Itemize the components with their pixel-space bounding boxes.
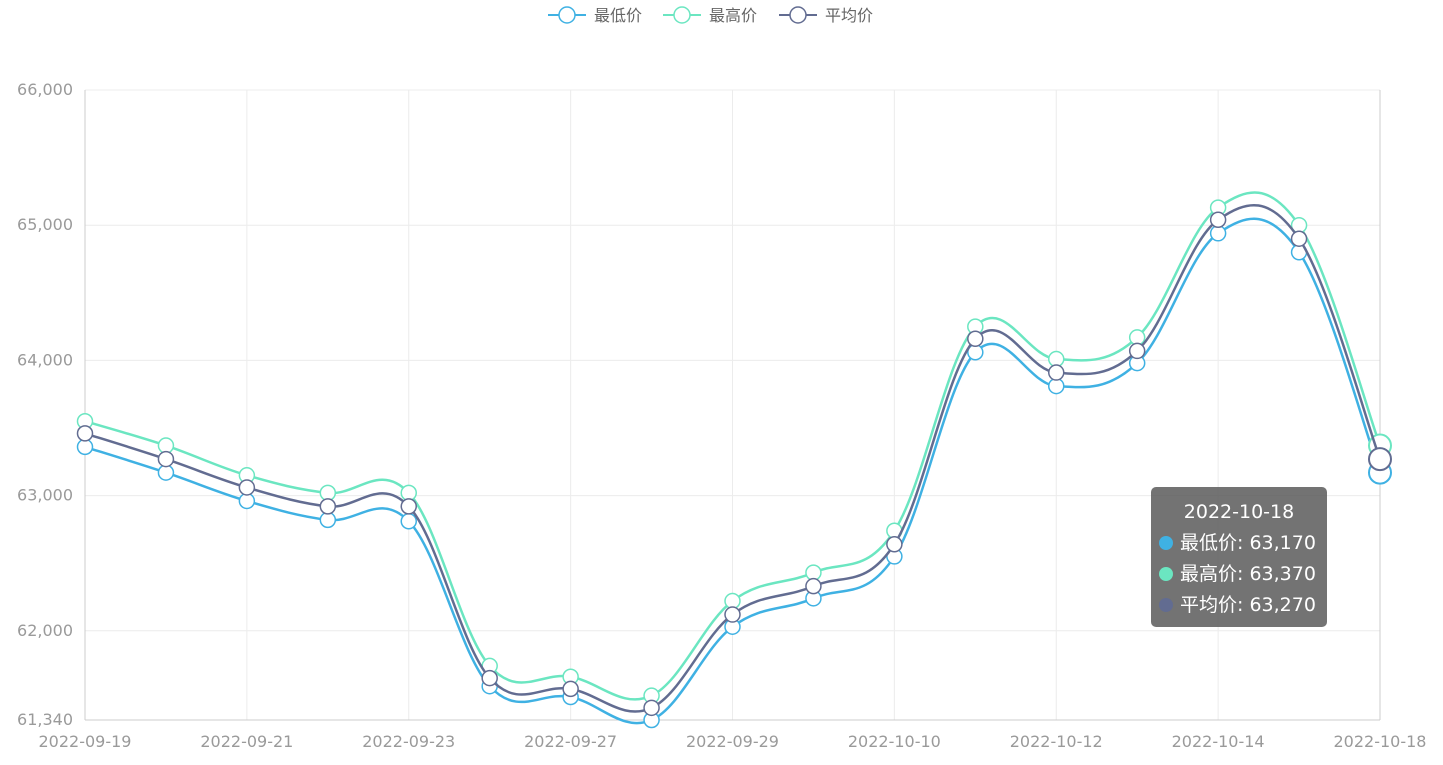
x-tick-label: 2022-09-29 (686, 732, 779, 751)
tooltip-dot-high (1159, 567, 1173, 581)
data-point-avg (805, 577, 822, 595)
y-tick-label: 66,000 (17, 80, 73, 99)
data-point-low (319, 511, 337, 529)
data-point-low (238, 492, 256, 510)
y-tick-label: 61,340 (17, 710, 73, 729)
legend-item-avg[interactable]: 平均价 (779, 6, 873, 25)
y-tick-label: 65,000 (17, 215, 73, 234)
data-point-avg (238, 479, 256, 496)
y-tick-label: 63,000 (17, 486, 73, 505)
x-tick-label: 2022-09-21 (200, 732, 293, 751)
data-point-avg (1290, 230, 1308, 247)
data-point-avg (481, 669, 498, 687)
tooltip-dot-low (1159, 536, 1173, 550)
series-lines (76, 191, 1392, 729)
legend[interactable]: 最低价 最高价 平均价 (548, 6, 873, 25)
data-point-high (1128, 329, 1146, 346)
legend-marker-low (558, 6, 576, 24)
data-point-avg (76, 425, 94, 442)
y-tick-label: 62,000 (17, 621, 73, 640)
chart-tooltip: 2022-10-18 最低价: 63,170 最高价: 63,370 平均价: … (1151, 487, 1327, 627)
y-tick-label: 64,000 (17, 350, 73, 369)
data-point-avg (967, 330, 984, 348)
x-tick-label: 2022-09-23 (362, 732, 455, 751)
x-tick-label: 2022-10-10 (848, 732, 941, 751)
data-point-high (724, 592, 741, 610)
data-point-high (319, 484, 337, 502)
data-point-avg (1128, 342, 1146, 360)
axes: 61,340 62,000 63,000 64,000 65,000 66,000 2022… (17, 80, 1426, 751)
data-point-avg (1048, 364, 1065, 381)
x-tick-label: 2022-09-27 (524, 732, 617, 751)
legend-marker-high (673, 6, 691, 24)
data-point-low (1209, 225, 1227, 242)
tooltip-title: 2022-10-18 (1183, 501, 1295, 523)
data-point-avg (1368, 447, 1392, 472)
data-point-avg (643, 699, 660, 717)
tooltip-row-avg: 平均价: 63,270 (1159, 590, 1319, 621)
data-point-low (400, 513, 417, 530)
legend-marker-avg (789, 6, 807, 24)
data-point-avg (724, 606, 741, 623)
data-point-high (1048, 350, 1065, 368)
tooltip-row-high: 最高价: 63,370 (1159, 559, 1319, 590)
data-point-high (805, 564, 822, 581)
data-point-avg (400, 498, 417, 515)
legend-label-avg: 平均价 (825, 6, 873, 25)
data-point-high (400, 484, 417, 502)
x-tick-label: 2022-09-19 (39, 732, 132, 751)
tooltip-label-low: 最低价: 63,170 (1180, 532, 1316, 554)
legend-item-high[interactable]: 最高价 (663, 6, 757, 25)
data-point-avg (562, 680, 579, 698)
data-point-avg (886, 535, 903, 553)
legend-item-low[interactable]: 最低价 (548, 6, 642, 25)
tooltip-label-high: 最高价: 63,370 (1180, 563, 1316, 585)
tooltip-dot-avg (1159, 598, 1173, 612)
legend-label-high: 最高价 (709, 6, 757, 25)
data-point-high (157, 437, 175, 454)
x-tick-label: 2022-10-12 (1010, 732, 1103, 751)
data-point-avg (157, 450, 175, 468)
tooltip-row-low: 最低价: 63,170 (1159, 528, 1319, 559)
data-point-avg (1209, 211, 1227, 229)
grid (85, 89, 1380, 720)
x-tick-label: 2022-10-18 (1334, 732, 1427, 751)
data-point-low (76, 438, 94, 456)
data-point-avg (319, 498, 337, 515)
tooltip-label-avg: 平均价: 63,270 (1180, 594, 1316, 616)
data-point-low (1048, 377, 1065, 395)
legend-label-low: 最低价 (594, 6, 642, 25)
x-tick-label: 2022-10-14 (1172, 732, 1265, 751)
data-point-low (157, 464, 175, 481)
